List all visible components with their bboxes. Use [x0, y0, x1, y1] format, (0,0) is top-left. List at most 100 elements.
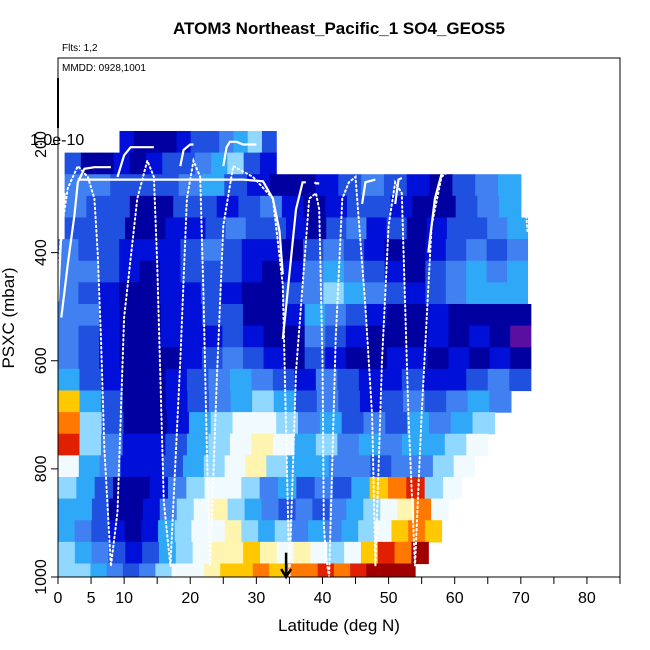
heatmap-cell	[165, 390, 188, 413]
heatmap-cell	[99, 325, 121, 348]
heatmap-cell	[397, 498, 415, 521]
heatmap-cell	[442, 476, 462, 500]
heatmap-cell	[160, 303, 182, 327]
flights-note: Flts: 1,2	[62, 43, 98, 54]
heatmap-cell	[219, 130, 235, 154]
arrow-marker-group	[280, 552, 293, 580]
heatmap-cell	[323, 260, 345, 283]
heatmap-cell	[304, 325, 326, 348]
heatmap-cell	[291, 520, 309, 543]
heatmap-cell	[140, 303, 162, 327]
heatmap-cell	[366, 325, 388, 348]
heatmap-cell	[425, 260, 447, 283]
heatmap-cell	[510, 325, 532, 348]
heatmap-cell	[445, 260, 467, 283]
heatmap-cell	[384, 260, 406, 283]
heatmap-cell	[466, 433, 489, 456]
heatmap-cell	[259, 152, 277, 175]
y-tick-label: 400	[33, 239, 50, 266]
flight-track-solid	[361, 178, 376, 205]
heatmap-cell	[507, 217, 529, 240]
heatmap-cell	[489, 303, 511, 327]
heatmap-cell	[251, 433, 274, 456]
heatmap-cell	[208, 520, 226, 543]
heatmap-cell	[448, 347, 470, 370]
heatmap-cell	[391, 455, 413, 478]
heatmap-cell	[224, 174, 248, 197]
heatmap-cell	[201, 174, 225, 197]
heatmap-cell	[412, 195, 435, 219]
heatmap-cell	[329, 498, 347, 521]
heatmap-cell	[316, 390, 339, 413]
y-axis: 200 400 600 800 1000	[33, 131, 58, 595]
heatmap-cell	[165, 217, 186, 240]
heatmap-cell	[122, 368, 145, 392]
heatmap-cell	[200, 282, 222, 305]
heatmap-cell	[241, 476, 261, 500]
heatmap-cell	[125, 541, 143, 565]
heatmap-cell	[507, 239, 529, 262]
heatmap-cell	[155, 563, 173, 577]
heatmap-cell	[427, 347, 450, 370]
heatmap-cell	[232, 412, 255, 435]
heatmap-cell	[220, 563, 238, 577]
heatmap-cell	[302, 260, 324, 283]
arrow-marker-head	[280, 568, 293, 580]
heatmap-cell	[129, 195, 153, 219]
heatmap-cell	[190, 130, 206, 154]
heatmap-cell	[273, 390, 296, 413]
heatmap-cell	[187, 390, 210, 413]
heatmap-cell	[380, 368, 403, 392]
heatmap-cell	[84, 217, 106, 240]
heatmap-cell	[467, 390, 490, 413]
heatmap-cell	[210, 498, 229, 521]
heatmap-cell	[74, 498, 93, 521]
heatmap-cell	[210, 412, 234, 435]
heatmap-cell	[97, 152, 115, 175]
heatmap-cell	[225, 217, 247, 240]
heatmap-cell	[209, 541, 227, 565]
heatmap-cell	[282, 260, 304, 283]
x-tick-label: 20	[181, 590, 199, 607]
heatmap-cell	[364, 260, 386, 283]
heatmap-cell	[160, 325, 182, 348]
heatmap-cell	[404, 260, 426, 283]
heatmap-cell	[229, 368, 252, 392]
heatmap-cell	[145, 412, 168, 435]
heatmap-cell	[398, 563, 416, 577]
heatmap-cell	[229, 433, 252, 456]
heatmap-cell	[74, 541, 93, 565]
heatmap-cell	[151, 195, 174, 219]
heatmap-cell	[450, 412, 474, 435]
heatmap-cell	[345, 325, 367, 348]
heatmap-cell	[386, 217, 408, 240]
heatmap-cell	[489, 347, 511, 370]
flight-track-solid	[60, 166, 111, 318]
heatmap-cell	[185, 217, 207, 240]
heatmap-cell	[366, 217, 388, 240]
heatmap-cell	[203, 455, 226, 478]
heatmap-cell	[424, 520, 443, 543]
heatmap-cell	[262, 282, 284, 305]
heatmap-cell	[407, 412, 430, 435]
heatmap-cell	[487, 368, 510, 392]
heatmap-cell	[168, 476, 187, 500]
heatmap-cell	[401, 368, 424, 392]
heatmap-cell	[174, 520, 192, 543]
heatmap-cell	[79, 390, 102, 413]
heatmap-cell	[208, 368, 231, 392]
heatmap-cell	[58, 412, 81, 435]
heatmap-cell	[453, 455, 476, 478]
heatmap-cell	[499, 195, 522, 219]
heatmap-cell	[325, 325, 347, 348]
heatmap-cell	[282, 239, 304, 262]
heatmap-cell	[159, 498, 178, 521]
heatmap-cell	[507, 260, 529, 283]
heatmap-cell	[260, 195, 283, 219]
heatmap-cell	[187, 563, 205, 577]
heatmap-cell	[243, 152, 261, 175]
heatmap-cell	[338, 174, 362, 197]
heatmap-cell	[486, 260, 508, 283]
heatmap-cell	[160, 239, 182, 262]
heatmap-cell	[133, 130, 149, 154]
